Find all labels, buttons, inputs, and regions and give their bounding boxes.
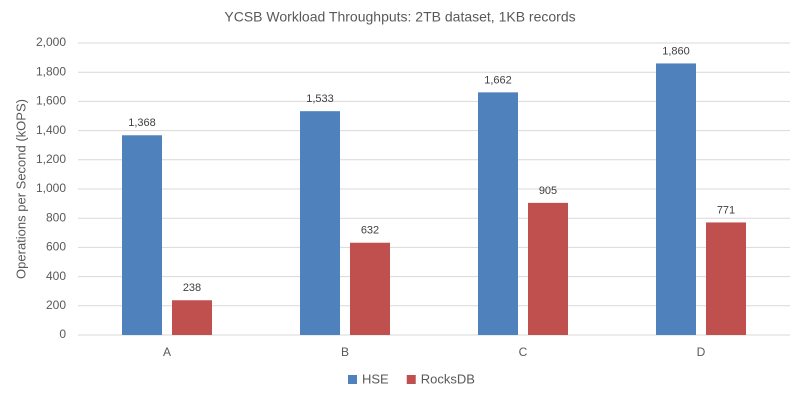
- legend-label: HSE: [362, 371, 389, 386]
- x-tick-label: D: [697, 345, 706, 359]
- y-tick-label: 1,400: [36, 123, 66, 137]
- y-axis-title: Operations per Second (kOPS): [13, 99, 28, 279]
- bar: [172, 300, 212, 335]
- bar: [300, 111, 340, 335]
- value-label: 905: [539, 185, 557, 197]
- bar: [656, 63, 696, 335]
- chart-title: YCSB Workload Throughputs: 2TB dataset, …: [224, 9, 575, 25]
- y-tick-label: 1,200: [36, 152, 66, 166]
- legend-swatch: [348, 375, 357, 384]
- x-tick-label: C: [519, 345, 528, 359]
- value-label: 1,533: [306, 93, 334, 105]
- y-tick-label: 600: [46, 240, 66, 254]
- bar: [528, 202, 568, 335]
- y-tick-label: 400: [46, 269, 66, 283]
- bar: [350, 242, 390, 335]
- x-tick-label: A: [163, 345, 171, 359]
- y-tick-label: 1,800: [36, 64, 66, 78]
- y-tick-label: 1,000: [36, 181, 66, 195]
- legend-swatch: [406, 375, 416, 384]
- value-label: 1,368: [128, 117, 156, 129]
- bar: [706, 222, 746, 335]
- bar: [122, 135, 162, 335]
- y-tick-label: 1,600: [36, 94, 66, 108]
- bar: [478, 92, 518, 336]
- legend-label: RocksDB: [421, 371, 475, 386]
- value-label: 1,662: [484, 74, 512, 86]
- value-label: 632: [361, 225, 379, 237]
- y-tick-label: 2,000: [36, 35, 66, 49]
- value-label: 771: [717, 204, 735, 216]
- y-tick-label: 0: [59, 327, 66, 341]
- value-label: 238: [183, 282, 201, 294]
- y-tick-label: 800: [46, 210, 66, 224]
- y-tick-label: 200: [46, 298, 66, 312]
- value-label: 1,860: [662, 45, 690, 57]
- x-tick-label: B: [341, 345, 349, 359]
